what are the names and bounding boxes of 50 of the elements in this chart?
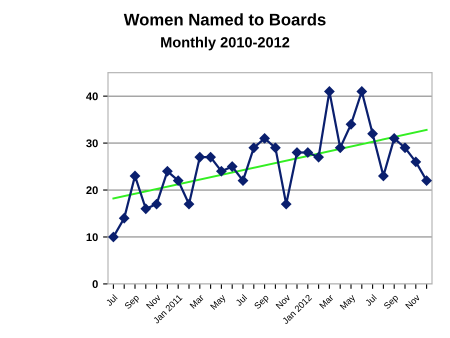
point	[324, 86, 335, 97]
y-tick-label: 40	[86, 92, 98, 100]
point	[356, 86, 367, 97]
y-tick-label: 0	[92, 280, 98, 288]
point	[367, 128, 378, 139]
point	[162, 166, 173, 176]
y-tick-label: 10	[86, 233, 98, 242]
chart-title: Women Named to Boards	[124, 13, 326, 26]
point	[108, 232, 119, 242]
x-tick-label: Jul	[105, 294, 118, 306]
point	[194, 152, 205, 162]
point	[302, 147, 313, 158]
y-tick-label: 30	[86, 139, 98, 148]
point	[173, 176, 184, 186]
point	[151, 199, 162, 210]
x-tick-label: Jul	[364, 294, 377, 306]
chart-subtitle: Monthly 2010-2012	[161, 36, 290, 50]
point	[270, 142, 281, 153]
point	[184, 199, 194, 210]
x-tick-label: Sep	[124, 294, 141, 311]
point	[378, 170, 389, 182]
point	[335, 142, 346, 153]
x-tick-label: Nov	[276, 294, 291, 310]
point	[389, 133, 400, 144]
point	[227, 161, 238, 172]
x-tick-label: Jul	[234, 294, 248, 306]
point	[281, 199, 292, 210]
point	[216, 166, 227, 176]
point	[410, 156, 421, 167]
x-tick-label: Sep	[254, 294, 270, 311]
x-tick-label: Nov	[146, 294, 162, 310]
point	[292, 147, 302, 158]
point	[421, 176, 432, 186]
x-tick-label: Mar	[190, 294, 204, 309]
point	[130, 170, 140, 182]
point	[140, 204, 151, 214]
point	[238, 176, 248, 186]
point	[205, 152, 216, 162]
point	[346, 119, 356, 130]
x-tick-label: May	[340, 294, 357, 312]
point	[313, 152, 324, 162]
point	[400, 142, 410, 153]
x-tick-label: Nov	[405, 294, 420, 310]
point	[248, 142, 259, 153]
point	[119, 213, 130, 224]
x-tick-label: Mar	[319, 294, 334, 309]
y-tick-label: 20	[86, 186, 98, 194]
x-tick-label: May	[210, 294, 228, 312]
x-tick-label: Sep	[383, 294, 400, 311]
point	[259, 133, 270, 144]
